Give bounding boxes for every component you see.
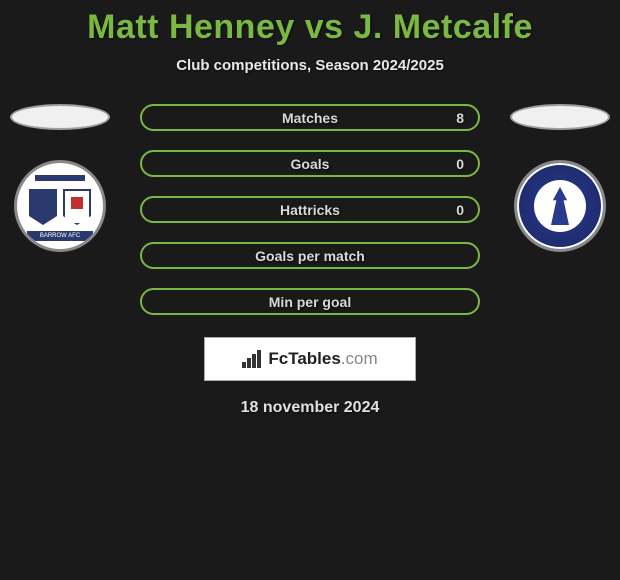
fctables-logo[interactable]: FcTables.com	[204, 337, 416, 381]
logo-brand-suffix: .com	[341, 349, 378, 368]
stats-list: Matches 8 Goals 0 Hattricks 0 Goals per …	[140, 104, 480, 315]
player-right-column	[505, 104, 615, 252]
stat-label: Hattricks	[196, 202, 424, 218]
logo-brand-main: FcTables	[268, 349, 340, 368]
chesterfield-crest-icon	[517, 160, 603, 252]
player-right-avatar-placeholder	[510, 104, 610, 130]
player-left-avatar-placeholder	[10, 104, 110, 130]
comparison-content: BARROW AFC Matches 8 Goals 0 Hattricks 0	[0, 104, 620, 417]
stat-row-goals-per-match: Goals per match	[140, 242, 480, 269]
player-left-club-badge: BARROW AFC	[14, 160, 106, 252]
barrow-crest-icon: BARROW AFC	[25, 171, 95, 241]
stat-row-min-per-goal: Min per goal	[140, 288, 480, 315]
stat-row-hattricks: Hattricks 0	[140, 196, 480, 223]
title-player2: J. Metcalfe	[354, 8, 533, 46]
stat-right-value: 0	[424, 202, 464, 218]
player-left-column: BARROW AFC	[5, 104, 115, 252]
stat-label: Goals	[196, 156, 424, 172]
stat-row-matches: Matches 8	[140, 104, 480, 131]
player-right-club-badge	[514, 160, 606, 252]
bar-chart-icon	[242, 350, 264, 368]
logo-text: FcTables.com	[268, 349, 377, 369]
stat-label: Matches	[196, 110, 424, 126]
comparison-date: 18 november 2024	[0, 399, 620, 417]
stat-right-value: 8	[424, 110, 464, 126]
title-player1: Matt Henney	[87, 8, 295, 46]
stat-row-goals: Goals 0	[140, 150, 480, 177]
club-left-banner: BARROW AFC	[27, 231, 93, 241]
stat-right-value: 0	[424, 156, 464, 172]
comparison-title: Matt Henney vs J. Metcalfe	[0, 0, 620, 47]
comparison-subtitle: Club competitions, Season 2024/2025	[0, 57, 620, 74]
title-vs: vs	[305, 8, 344, 46]
stat-label: Min per goal	[196, 294, 424, 310]
stat-label: Goals per match	[196, 248, 424, 264]
